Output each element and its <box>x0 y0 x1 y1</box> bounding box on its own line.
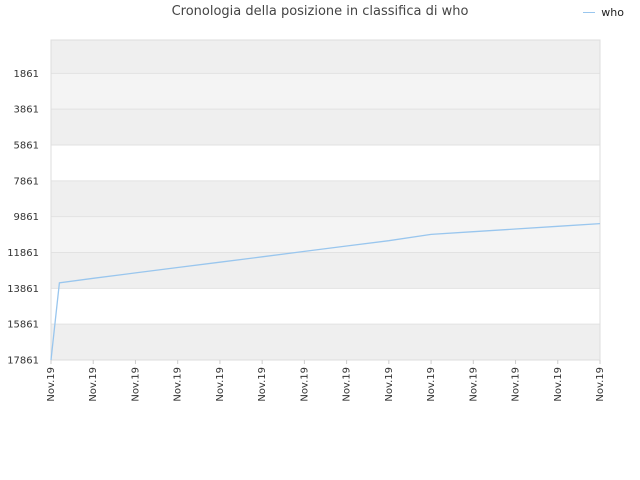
y-tick-label: 9861 <box>14 212 39 223</box>
x-tick-label: Nov.19 <box>88 367 99 402</box>
plot-band <box>51 288 600 325</box>
x-tick-label: Nov.19 <box>384 367 395 402</box>
legend: who <box>583 6 624 19</box>
x-tick-label: Nov.19 <box>553 367 564 402</box>
plot-band <box>51 73 600 110</box>
y-tick-label: 7861 <box>14 176 39 187</box>
x-tick-label: Nov.19 <box>46 367 57 402</box>
plot-band <box>51 216 600 253</box>
y-tick-label: 3861 <box>14 105 39 116</box>
plot-band <box>51 324 600 360</box>
x-tick-label: Nov.19 <box>595 367 606 402</box>
plot-band <box>51 40 600 74</box>
y-tick-label: 17861 <box>7 356 39 367</box>
plot-border <box>50 39 601 361</box>
x-tick-label: Nov.19 <box>468 367 479 402</box>
x-tick-label: Nov.19 <box>257 367 268 402</box>
x-tick-label: Nov.19 <box>215 367 226 402</box>
plot-band <box>51 252 600 289</box>
y-tick-label: 1861 <box>14 69 39 80</box>
plot-band <box>51 109 600 146</box>
chart-title: Cronologia della posizione in classifica… <box>171 4 469 19</box>
plot-band <box>51 180 600 217</box>
y-tick-label: 11861 <box>7 248 39 259</box>
series-line-who <box>50 222 601 361</box>
y-tick-label: 5861 <box>14 141 39 152</box>
plot-band <box>51 145 600 181</box>
x-tick-label: Nov.19 <box>173 367 184 402</box>
x-tick-label: Nov.19 <box>342 367 353 402</box>
y-tick-label: 13861 <box>7 284 39 295</box>
y-tick-label: 15861 <box>7 320 39 331</box>
x-tick-label: Nov.19 <box>299 367 310 402</box>
x-tick-label: Nov.19 <box>426 367 437 402</box>
legend-swatch <box>583 12 596 13</box>
x-tick-label: Nov.19 <box>130 367 141 402</box>
legend-label-who: who <box>601 6 624 19</box>
x-tick-label: Nov.19 <box>511 367 522 402</box>
